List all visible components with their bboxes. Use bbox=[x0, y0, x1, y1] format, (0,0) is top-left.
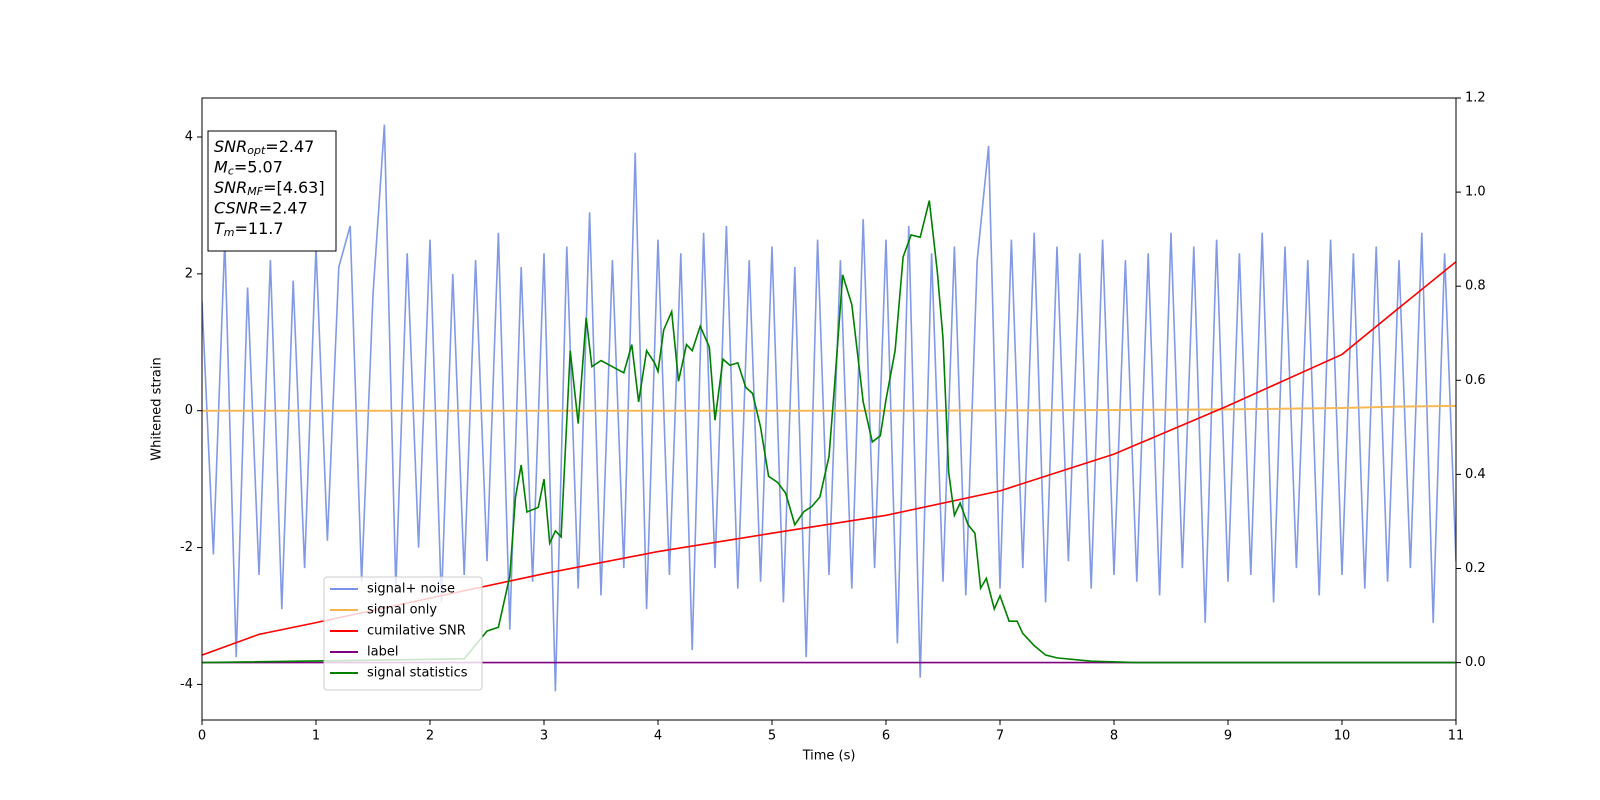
series-line bbox=[202, 404, 1456, 412]
x-tick-label: 6 bbox=[882, 729, 890, 744]
y-tick-label: 0 bbox=[185, 403, 193, 418]
y-tick-label: -4 bbox=[180, 677, 193, 692]
y2-tick-label: 1.2 bbox=[1465, 91, 1486, 106]
annotation-frame bbox=[207, 130, 337, 252]
y-tick-label: 4 bbox=[185, 130, 193, 145]
annotation-sub: m bbox=[224, 226, 235, 239]
plot-frame bbox=[201, 97, 1457, 721]
x-tick-label: 2 bbox=[426, 729, 434, 744]
annotation-text: SNRMF=[4.63] bbox=[214, 178, 325, 199]
x-axis-label: Time (s) bbox=[802, 749, 856, 764]
annotation-name: T bbox=[214, 219, 225, 238]
annotation-text: SNRopt=2.47 bbox=[214, 137, 314, 158]
x-tick-label: 9 bbox=[1224, 729, 1232, 744]
annotation-value: =11.7 bbox=[235, 219, 284, 238]
y2-tick-label: 1.0 bbox=[1465, 185, 1486, 200]
legend-label: label bbox=[367, 645, 398, 660]
annotation-value: =2.47 bbox=[265, 137, 314, 156]
annotation-sub: MF bbox=[247, 185, 263, 198]
y2-tick-label: 0.0 bbox=[1465, 655, 1486, 670]
annotation-name: SNR bbox=[214, 137, 247, 156]
y2-tick-label: 0.6 bbox=[1465, 373, 1486, 388]
legend-label: signal+ noise bbox=[367, 582, 455, 597]
annotation-box: SNRopt=2.47Mc=5.07SNRMF=[4.63]CSNR=2.47T… bbox=[207, 130, 337, 252]
annotation-value: =2.47 bbox=[259, 198, 308, 217]
y2-tick-label: 0.2 bbox=[1465, 561, 1486, 576]
x-tick-label: 4 bbox=[654, 729, 662, 744]
x-tick-label: 11 bbox=[1448, 729, 1465, 744]
annotation-name: SNR bbox=[214, 178, 247, 197]
x-tick-label: 1 bbox=[312, 729, 320, 744]
annotation-name: M bbox=[214, 157, 228, 176]
y2-tick-label: 0.4 bbox=[1465, 467, 1486, 482]
annotation-name: CSNR bbox=[214, 198, 259, 217]
x-tick-label: 3 bbox=[540, 729, 548, 744]
legend-label: signal only bbox=[367, 603, 437, 618]
legend: signal+ noise signal only cumilative SNR la… bbox=[323, 576, 483, 691]
series-line bbox=[202, 200, 1456, 664]
series-line bbox=[202, 124, 1456, 692]
annotation-text: CSNR=2.47 bbox=[214, 198, 308, 217]
annotation-value: =5.07 bbox=[234, 157, 283, 176]
x-tick-label: 10 bbox=[1334, 729, 1351, 744]
x-tick-label: 8 bbox=[1110, 729, 1118, 744]
y-axis-label: Whitened strain bbox=[150, 357, 165, 460]
y-tick-label: -2 bbox=[180, 540, 193, 555]
y2-tick-label: 0.8 bbox=[1465, 279, 1486, 294]
x-tick-label: 5 bbox=[768, 729, 776, 744]
annotation-sub: opt bbox=[247, 144, 266, 157]
x-tick-label: 7 bbox=[996, 729, 1004, 744]
x-tick-label: 0 bbox=[198, 729, 206, 744]
annotation-text: Mc=5.07 bbox=[214, 157, 283, 178]
legend-frame bbox=[323, 576, 483, 691]
annotation-value: =[4.63] bbox=[263, 178, 325, 197]
annotation-sub: c bbox=[228, 165, 234, 178]
annotation-text: Tm=11.7 bbox=[214, 219, 284, 240]
legend-label: cumilative SNR bbox=[367, 624, 466, 639]
legend-label: signal statistics bbox=[367, 666, 468, 681]
y-tick-label: 2 bbox=[185, 266, 193, 281]
